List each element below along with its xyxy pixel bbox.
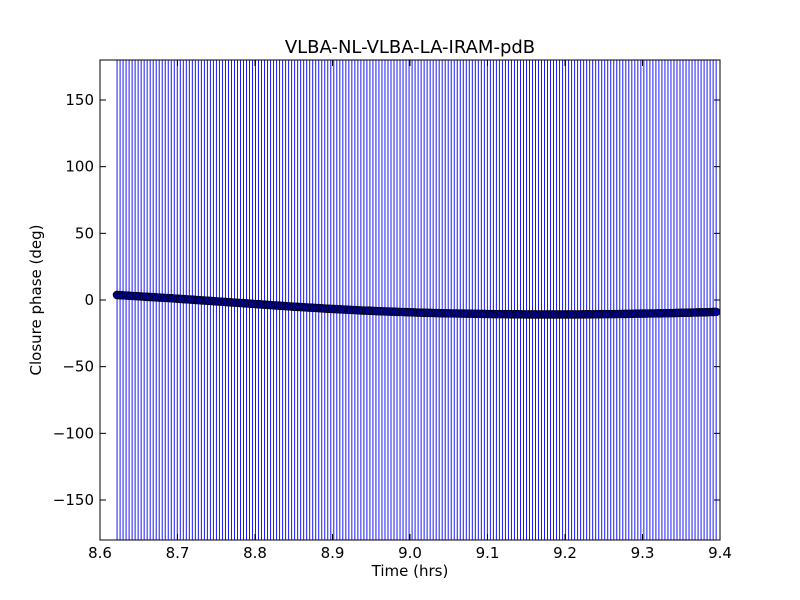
y-tick-label: −150 bbox=[53, 491, 94, 509]
data-point bbox=[711, 307, 720, 317]
plot-content bbox=[112, 60, 720, 540]
y-tick-label: 50 bbox=[75, 224, 94, 242]
x-axis-label: Time (hrs) bbox=[371, 562, 449, 580]
y-tick-label: 150 bbox=[65, 91, 94, 109]
x-tick-label: 9.0 bbox=[398, 544, 422, 562]
chart-title: VLBA-NL-VLBA-LA-IRAM-pdB bbox=[285, 37, 535, 58]
y-tick-label: 0 bbox=[84, 291, 94, 309]
x-tick-label: 9.1 bbox=[476, 544, 500, 562]
x-tick-label: 8.8 bbox=[243, 544, 267, 562]
x-tick-label: 8.7 bbox=[166, 544, 190, 562]
y-tick-label: 100 bbox=[65, 158, 94, 176]
y-tick-label: −100 bbox=[53, 424, 94, 442]
x-tick-label: 9.4 bbox=[708, 544, 732, 562]
x-tick-label: 9.2 bbox=[553, 544, 577, 562]
y-tick-label: −50 bbox=[62, 358, 94, 376]
x-tick-label: 8.6 bbox=[88, 544, 112, 562]
plot-area: 8.6 8.7 8.8 8.9 9.0 9.1 9.2 9.3 9.4 −150 −100 −50 0 5… bbox=[53, 59, 732, 562]
x-tick-label: 8.9 bbox=[321, 544, 345, 562]
x-tick-label: 9.3 bbox=[631, 544, 655, 562]
y-axis-label: Closure phase (deg) bbox=[27, 225, 45, 376]
